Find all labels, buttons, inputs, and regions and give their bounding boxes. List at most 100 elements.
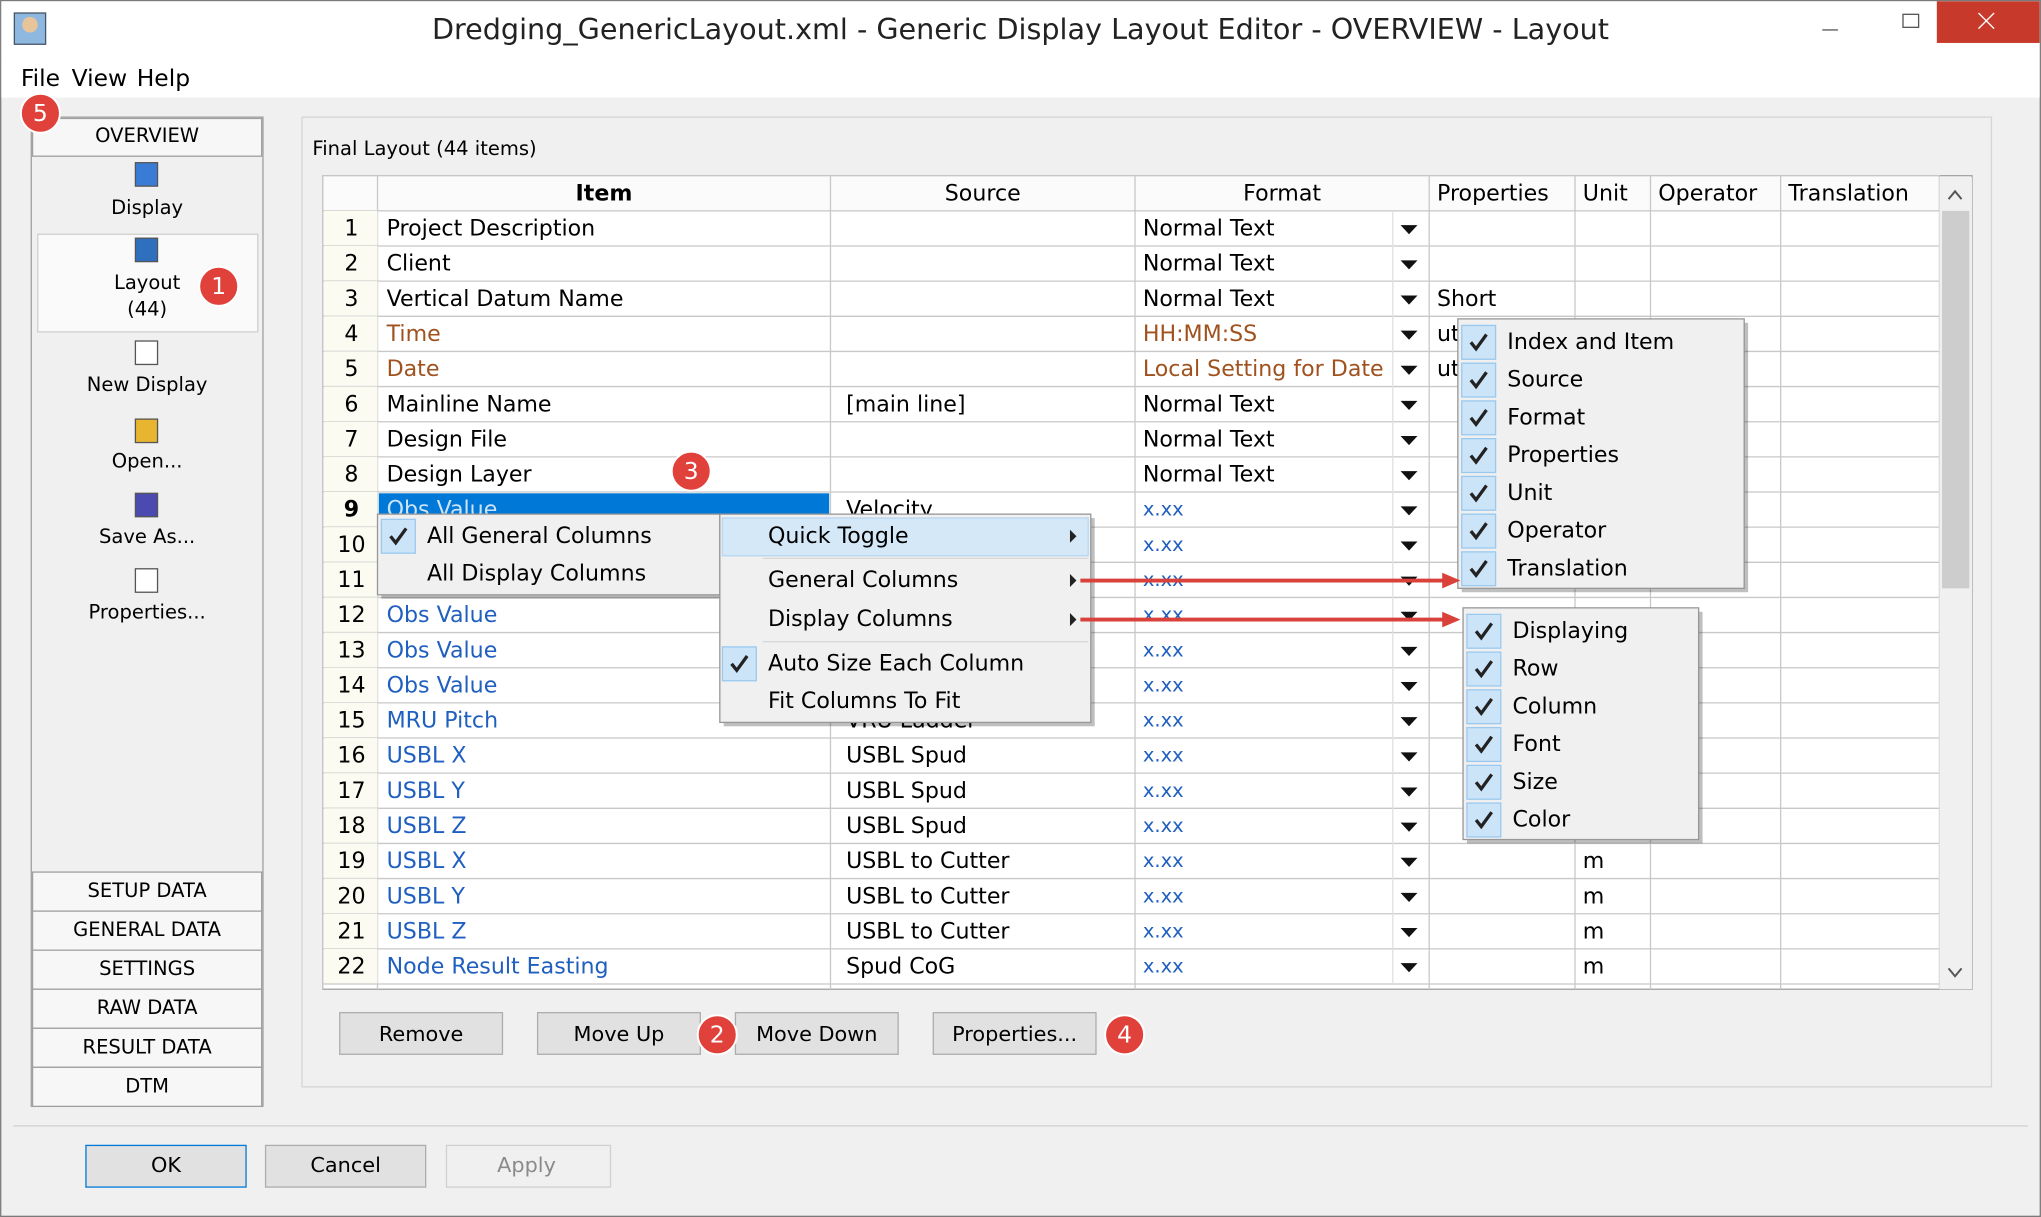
column-header: Operator <box>1658 180 1758 206</box>
item-cell: USBL X <box>387 743 467 769</box>
maximize-button[interactable] <box>1902 13 1920 28</box>
button[interactable] <box>932 1011 1097 1055</box>
dropdown-arrow[interactable] <box>1400 471 1418 481</box>
sidebar-item[interactable]: Save As... <box>99 525 195 548</box>
sidebar-header[interactable] <box>31 117 263 157</box>
index-cell <box>324 456 378 493</box>
row-index: 21 <box>337 918 365 944</box>
menu-item[interactable]: Index and Item <box>1507 329 1674 355</box>
button-label: Move Up <box>574 1022 665 1046</box>
menu-item[interactable]: Translation <box>1506 555 1627 581</box>
sidebar-item[interactable]: Properties... <box>88 601 205 624</box>
check-box <box>1466 651 1502 687</box>
dropdown-arrow[interactable] <box>1400 541 1418 551</box>
dropdown-arrow[interactable] <box>1400 330 1418 340</box>
submenu-arrow <box>1069 613 1077 627</box>
dropdown-arrow[interactable] <box>1400 400 1418 411</box>
dropdown-arrow[interactable] <box>1400 365 1418 375</box>
dropdown-arrow[interactable] <box>1400 857 1418 867</box>
menu-item[interactable]: Properties <box>1507 442 1619 468</box>
dialog-button[interactable] <box>264 1144 427 1188</box>
format-cell-text: HH:MM:SS <box>1143 321 1257 347</box>
menu-item[interactable]: Display Columns <box>768 606 953 632</box>
sidebar-section-label: GENERAL DATA <box>73 918 222 941</box>
menu-item[interactable]: All General Columns <box>427 523 652 549</box>
sidebar-section[interactable] <box>31 871 263 912</box>
menu-item[interactable]: Fit Columns To Fit <box>768 688 961 714</box>
dropdown-arrow[interactable] <box>1400 928 1418 938</box>
sidebar-section[interactable] <box>31 988 263 1029</box>
menu-item[interactable]: Displaying <box>1513 618 1629 644</box>
menu-item[interactable]: Quick Toggle <box>768 523 909 549</box>
dialog-button[interactable] <box>85 1144 247 1188</box>
sidebar-section[interactable] <box>31 1066 263 1108</box>
menu-item: Help <box>137 64 190 92</box>
item-cell: Vertical Datum Name <box>387 286 624 312</box>
index-cell <box>324 773 378 809</box>
format-cell <box>1136 739 1428 774</box>
item-cell: MRU Pitch <box>387 708 498 734</box>
close-x <box>1978 12 1995 30</box>
check-mark <box>1469 522 1488 541</box>
row-index: 9 <box>344 497 359 523</box>
sidebar-section[interactable] <box>31 910 263 951</box>
menu-item[interactable]: Format <box>1507 404 1585 430</box>
scroll-down[interactable] <box>1947 967 1963 978</box>
sidebar-item[interactable]: Display <box>111 196 183 219</box>
button[interactable] <box>734 1011 899 1055</box>
dropdown-arrow[interactable] <box>1400 752 1418 762</box>
dropdown-arrow[interactable] <box>1400 225 1418 235</box>
format-cell <box>1136 423 1428 457</box>
dropdown-arrow[interactable] <box>1400 892 1418 903</box>
menu-item[interactable]: Font <box>1513 731 1561 757</box>
menu-item[interactable]: Row <box>1513 656 1559 682</box>
callout-number: 1 <box>211 272 226 300</box>
menu-item[interactable]: General Columns <box>768 567 958 593</box>
format-cell <box>1136 704 1428 739</box>
scroll-up[interactable] <box>1947 189 1963 200</box>
format-cell-text: x.xx <box>1143 955 1184 978</box>
sidebar-section[interactable] <box>31 1027 263 1068</box>
dropdown-arrow[interactable] <box>1400 436 1418 446</box>
dropdown-arrow[interactable] <box>1400 611 1418 621</box>
menu-item[interactable]: All Display Columns <box>427 561 646 587</box>
sidebar-item[interactable]: Open... <box>112 450 183 473</box>
dropdown-arrow[interactable] <box>1400 822 1418 832</box>
menu-item[interactable]: Auto Size Each Column <box>768 650 1024 676</box>
sidebar-item[interactable]: Layout <box>114 271 181 294</box>
check-box <box>721 646 757 682</box>
menu-item[interactable]: Column <box>1513 693 1598 719</box>
dropdown-arrow[interactable] <box>1400 295 1418 305</box>
menu-item[interactable]: Source <box>1507 367 1583 393</box>
button[interactable] <box>339 1011 504 1055</box>
pointer-arrowhead <box>1442 572 1461 589</box>
check-box <box>1461 362 1497 398</box>
dropdown-arrow[interactable] <box>1400 506 1418 516</box>
pointer-arrowhead <box>1442 611 1461 628</box>
format-cell-text: x.xx <box>1143 849 1184 872</box>
item-cell: Node Result Easting <box>387 954 609 980</box>
dropdown-arrow[interactable] <box>1400 963 1418 973</box>
menu-item: View <box>72 64 128 92</box>
dropdown-arrow[interactable] <box>1400 260 1418 270</box>
dropdown-arrow[interactable] <box>1400 787 1418 797</box>
index-cell <box>324 281 378 317</box>
menu-item[interactable]: Unit <box>1507 480 1552 506</box>
sidebar-section-label: DTM <box>125 1074 169 1097</box>
dropdown-arrow[interactable] <box>1400 717 1418 727</box>
menu-item[interactable]: Size <box>1513 769 1558 795</box>
general-columns-menu <box>1457 318 1745 589</box>
menu-item[interactable]: Operator <box>1507 518 1607 544</box>
dropdown-arrow[interactable] <box>1400 646 1418 657</box>
item-cell: Client <box>387 251 451 277</box>
sidebar-icon <box>134 162 159 187</box>
menu-item[interactable]: Color <box>1513 807 1572 833</box>
callout-badge <box>696 1014 738 1056</box>
dropdown-arrow[interactable] <box>1400 682 1418 692</box>
sidebar-item[interactable]: New Display <box>87 373 208 396</box>
index-cell <box>324 492 378 528</box>
index-cell <box>324 843 378 879</box>
format-cell-text: Normal Text <box>1143 216 1275 242</box>
